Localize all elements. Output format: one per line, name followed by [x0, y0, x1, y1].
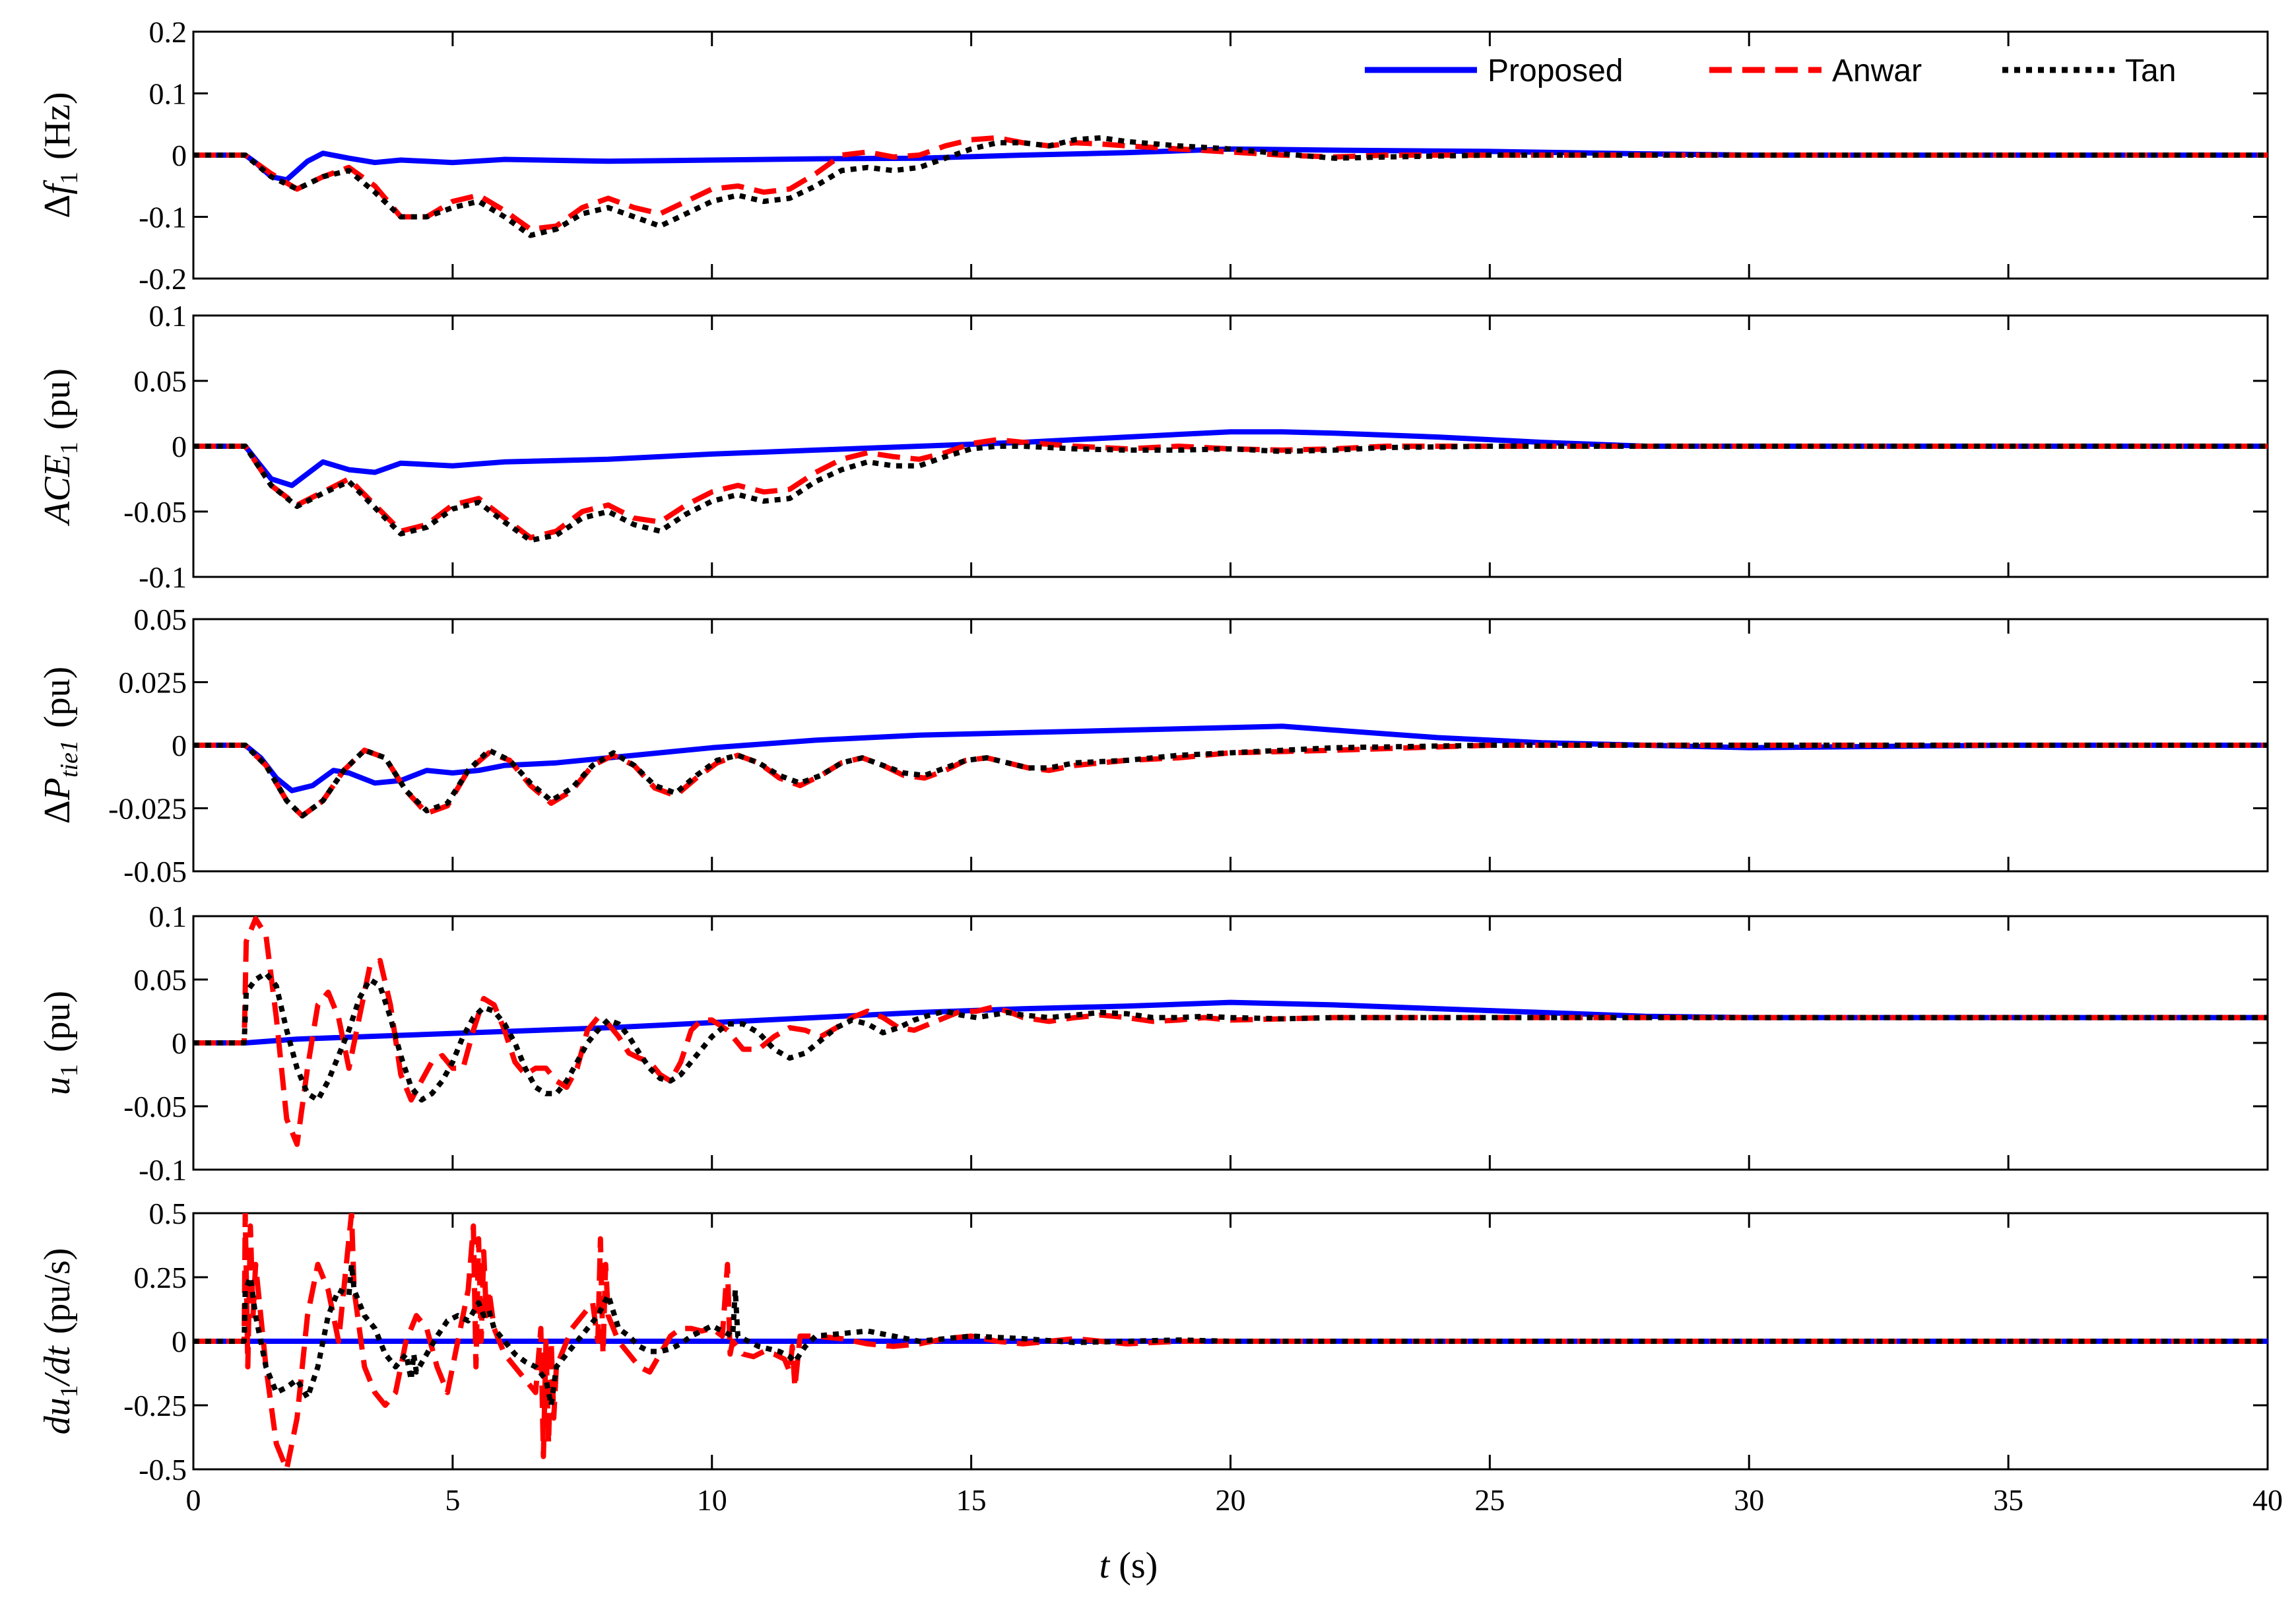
series-line-df1-proposed	[193, 146, 2268, 183]
legend: Proposed Anwar Tan	[1365, 53, 2176, 88]
y-tick-label-du1-3: -0.25	[123, 1389, 187, 1422]
y-tick-label-ace1-1: 0.05	[134, 364, 187, 398]
x-tick-label-5: 25	[1474, 1483, 1505, 1517]
legend-label-anwar: Anwar	[1832, 53, 1922, 88]
series-line-ace1-tan	[193, 444, 2268, 543]
y-tick-label-dptie1-1: 0.025	[119, 666, 187, 700]
y-axis-label-df1: Δf1(Hz)	[37, 92, 83, 218]
x-axis-tick-labels: 0 5 10 15 20 25 30 35 40	[186, 1483, 2283, 1517]
y-tick-label-u1-1: 0.05	[134, 963, 187, 997]
series-line-ace1-proposed	[193, 429, 2268, 488]
y-tick-label-u1-4: -0.1	[139, 1153, 187, 1187]
y-tick-label-ace1-2: 0	[172, 430, 187, 463]
y-tick-label-ace1-0: 0.1	[149, 299, 187, 333]
y-tick-label-df1-0: 0.2	[149, 15, 187, 49]
y-tick-label-u1-2: 0	[172, 1026, 187, 1060]
panel-u1: 0.1 0.05 0 -0.05 -0.1 u1(pu)	[37, 900, 2269, 1187]
legend-label-tan: Tan	[2125, 53, 2176, 88]
x-tick-label-7: 35	[1993, 1483, 2023, 1517]
series-line-du1-tan	[193, 1261, 2268, 1408]
x-tick-label-0: 0	[186, 1483, 201, 1517]
y-tick-label-df1-4: -0.2	[139, 262, 187, 296]
series-line-u1-anwar	[193, 916, 2268, 1147]
y-tick-label-df1-1: 0.1	[149, 77, 187, 111]
y-tick-label-df1-3: -0.1	[139, 201, 187, 234]
panel-du1: 0.5 0.25 0 -0.25 -0.5 du1/dt(pu/s)	[37, 1197, 2269, 1486]
series-line-df1-tan	[193, 135, 2268, 238]
series-line-du1-anwar	[193, 1213, 2268, 1469]
panel-df1: 0.2 0.1 0 -0.1 -0.2 Δf1(Hz)	[37, 15, 2269, 296]
series-line-dptie1-anwar	[193, 743, 2268, 818]
x-tick-label-4: 20	[1216, 1483, 1246, 1517]
x-tick-label-1: 5	[445, 1483, 460, 1517]
series-line-df1-anwar	[193, 135, 2268, 232]
y-tick-label-du1-2: 0	[172, 1325, 187, 1358]
panel-dptie1: 0.05 0.025 0 -0.025 -0.05 ΔPtie1(pu)	[37, 603, 2269, 888]
y-tick-label-dptie1-3: -0.025	[108, 792, 187, 826]
x-tick-label-3: 15	[956, 1483, 987, 1517]
x-tick-label-8: 40	[2252, 1483, 2283, 1517]
y-axis-label-du1: du1/dt(pu/s)	[37, 1248, 83, 1435]
y-tick-label-du1-1: 0.25	[134, 1261, 187, 1294]
y-tick-label-dptie1-4: -0.05	[123, 855, 187, 888]
y-tick-label-ace1-3: -0.05	[123, 495, 187, 529]
y-tick-label-u1-0: 0.1	[149, 900, 187, 933]
legend-label-proposed: Proposed	[1488, 53, 1623, 88]
y-tick-label-du1-4: -0.5	[139, 1453, 187, 1486]
x-axis-label: t (s)	[1099, 1545, 1158, 1586]
series-line-dptie1-proposed	[193, 723, 2268, 793]
y-tick-label-df1-2: 0	[172, 139, 187, 172]
y-tick-label-dptie1-2: 0	[172, 729, 187, 762]
plot-frame-u1	[192, 915, 2269, 1171]
x-tick-label-6: 30	[1734, 1483, 1764, 1517]
y-tick-label-u1-3: -0.05	[123, 1090, 187, 1123]
x-axis-variable: t	[1099, 1545, 1111, 1586]
y-axis-label-u1: u1(pu)	[37, 991, 83, 1095]
y-axis-label-ace1: ACE1(pu)	[37, 368, 83, 527]
x-tick-label-2: 10	[697, 1483, 727, 1517]
y-tick-label-ace1-4: -0.1	[139, 560, 187, 594]
series-line-u1-tan	[193, 970, 2268, 1103]
series-line-dptie1-tan	[193, 743, 2268, 818]
x-axis-unit: (s)	[1119, 1545, 1158, 1586]
y-tick-label-du1-0: 0.5	[149, 1197, 187, 1230]
panel-ace1: 0.1 0.05 0 -0.05 -0.1 ACE1(pu)	[37, 299, 2269, 594]
y-axis-label-dptie1: ΔPtie1(pu)	[37, 667, 83, 824]
y-tick-label-dptie1-0: 0.05	[134, 603, 187, 636]
chart-panels: 0.2 0.1 0 -0.1 -0.2 Δf1(Hz) 0.1 0.05 0 -0.05 -0.1 A…	[37, 15, 2269, 1486]
